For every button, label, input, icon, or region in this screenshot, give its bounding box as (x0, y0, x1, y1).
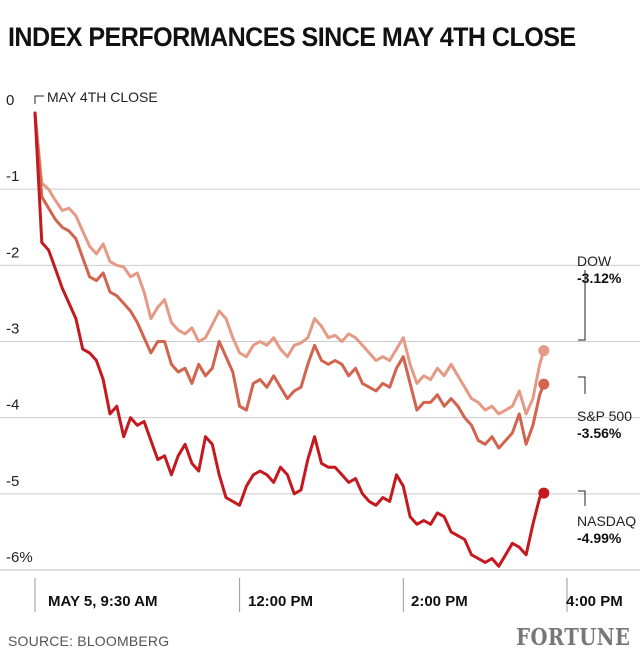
dow-value: -3.12% (577, 270, 622, 286)
dow-label: DOW (577, 253, 612, 269)
dow-line (33, 111, 546, 416)
chart-title: INDEX PERFORMANCES SINCE MAY 4TH CLOSE (8, 22, 576, 52)
y-tick-label: -5 (6, 473, 19, 490)
nasdaq-value: -4.99% (577, 530, 622, 546)
line-chart: 0 -1 -2 -3 -4 -5 -6% MAY 5, 9:30 AM 12:00 PM 2:0… (0, 89, 640, 612)
y-tick-label: -4 (6, 397, 19, 414)
annotation-bracket (34, 95, 44, 104)
y-axis-ticks: 0 -1 -2 -3 -4 -5 -6% (6, 92, 33, 566)
series-lines (33, 111, 550, 568)
nasdaq-label: NASDAQ (577, 513, 636, 529)
x-tick-label: 12:00 PM (248, 593, 313, 610)
y-tick-label: -2 (6, 244, 19, 261)
nasdaq-line (33, 111, 546, 568)
may-4th-annotation: MAY 4TH CLOSE (34, 89, 158, 105)
s-p-500-line (33, 111, 546, 450)
end-labels: DOW-3.12% S&P 500-3.56% NASDAQ-4.99% (577, 253, 636, 546)
annotation-label: MAY 4TH CLOSE (47, 89, 158, 105)
fortune-logo: FORTUNE (515, 624, 630, 651)
x-tick-label: MAY 5, 9:30 AM (48, 593, 158, 610)
source-note: SOURCE: BLOOMBERG (8, 633, 170, 649)
nasdaq-end-dot (538, 487, 550, 499)
s-p-500-value: -3.56% (577, 425, 622, 441)
s-p-500-end-dot (538, 378, 550, 390)
s-p-500-label: S&P 500 (577, 408, 632, 424)
s-p-500-bracket (578, 376, 586, 394)
y-tick-label: 0 (6, 92, 14, 109)
dow-end-dot (538, 345, 550, 357)
y-tick-label: -1 (6, 168, 19, 185)
x-tick-label: 4:00 PM (566, 593, 623, 610)
gridlines (0, 188, 640, 571)
x-tick-label: 2:00 PM (411, 593, 468, 610)
nasdaq-bracket (578, 490, 586, 506)
y-tick-label: -3 (6, 321, 19, 338)
y-tick-label: -6% (6, 549, 33, 566)
dow-bracket (578, 270, 586, 341)
x-axis: MAY 5, 9:30 AM 12:00 PM 2:00 PM 4:00 PM (34, 578, 623, 612)
